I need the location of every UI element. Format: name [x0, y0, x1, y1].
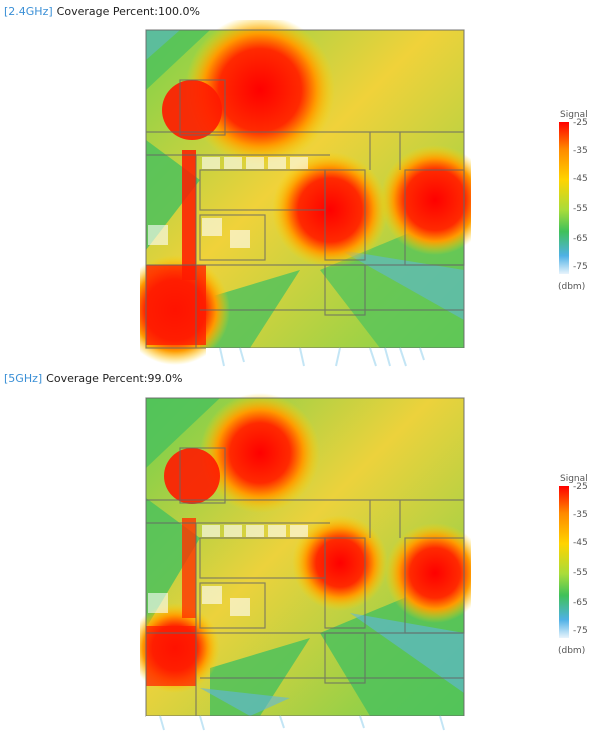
heatmap-svg: [140, 20, 471, 368]
legend-tick: -75: [573, 262, 588, 272]
signal-legend-5ghz: Signal -25 -35 -45 -55 -65 -75 (dbm): [556, 474, 596, 659]
legend-unit: (dbm): [558, 646, 586, 656]
legend-tick: -65: [573, 234, 588, 244]
legend-tick: -75: [573, 626, 588, 636]
legend-tick: -25: [573, 118, 588, 128]
coverage-percent: Coverage Percent:99.0%: [46, 372, 183, 385]
legend-tick: -65: [573, 598, 588, 608]
signal-legend-2-4ghz: Signal -25 -35 -45 -55 -65 -75 (dbm): [556, 110, 596, 295]
band-tag: [5GHz]: [4, 372, 43, 385]
legend-tick: -35: [573, 146, 588, 156]
ap-hotspot: [185, 20, 335, 165]
heatmap-5ghz: [140, 388, 471, 733]
legend-tick: -45: [573, 174, 588, 184]
band-tag: [2.4GHz]: [4, 5, 53, 18]
legend-tick: -55: [573, 204, 588, 214]
band-header-2-4ghz: [2.4GHz] Coverage Percent:100.0%: [4, 5, 200, 18]
legend-color-bar: [559, 122, 569, 274]
heatmap-2-4ghz: [140, 20, 471, 368]
legend-tick: -35: [573, 510, 588, 520]
legend-tick: -45: [573, 538, 588, 548]
legend-tick: -55: [573, 568, 588, 578]
band-header-5ghz: [5GHz] Coverage Percent:99.0%: [4, 372, 182, 385]
legend-tick: -25: [573, 482, 588, 492]
heatmap-svg: [140, 388, 471, 733]
coverage-percent: Coverage Percent:100.0%: [56, 5, 200, 18]
legend-title: Signal: [560, 474, 588, 484]
ap-hotspot: [200, 393, 320, 513]
legend-title: Signal: [560, 110, 588, 120]
legend-unit: (dbm): [558, 282, 586, 292]
legend-color-bar: [559, 486, 569, 638]
